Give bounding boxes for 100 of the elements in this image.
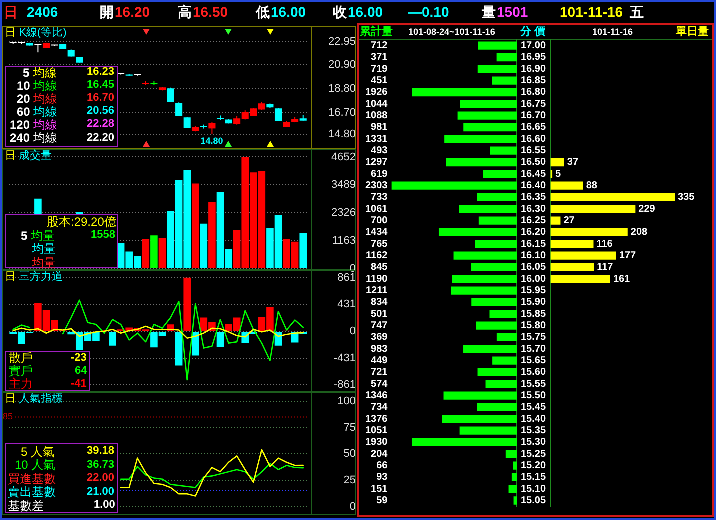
y-tick-label: 15.50 [520,390,546,402]
annotation: 16.23 [87,66,115,79]
annotation: 16.45 [87,79,115,92]
y-tick-label: 15.35 [520,426,546,437]
data-label: 834 [371,297,388,308]
data-label: 161 [613,274,631,285]
text: 五 [630,4,644,20]
data-label: 719 [371,64,388,75]
data-label: 208 [630,227,648,238]
annotation: 股本:29.20億 [47,215,116,229]
annotation: -41 [71,378,87,391]
y-tick-label: 15.75 [520,332,546,344]
y-tick-label: 16.35 [520,192,546,204]
y-tick-label: 16.15 [520,238,546,250]
data-label: 1088 [365,110,388,122]
data-label: 116 [596,238,614,250]
y-tick-label: -431 [334,352,356,364]
data-label: 721 [371,367,388,378]
y-tick-label: 50 [344,448,356,460]
text: 16.20 [115,4,150,20]
data-label: 59 [376,496,388,507]
data-label: 733 [371,192,388,204]
data-label: 1926 [365,87,388,98]
y-tick-label: 15.25 [520,448,546,460]
data-label: 151 [371,484,388,495]
y-tick-label: 22.95 [328,36,356,48]
y-tick-label: 75 [344,422,356,434]
data-label: 37 [567,157,579,168]
data-label: 1297 [365,157,388,168]
y-axis-title: 分 價 [520,26,546,38]
text: 主力 [9,377,33,392]
y-tick-label: 16.45 [520,168,546,180]
y-tick-label: 4652 [332,151,356,164]
data-label: 117 [597,262,614,274]
annotation: 均量 [32,256,56,270]
chart-title: 日 人氣指標 [5,392,64,404]
data-label: 845 [371,262,388,274]
chart-title: 單日量 [676,26,709,38]
annotation: 16.70 [87,92,115,106]
text: 10 人氣 [15,458,56,472]
data-label: 619 [371,168,388,180]
y-tick-label: 15.40 [520,414,546,425]
data-label: 493 [371,146,388,157]
annotation: 240 均線 [10,131,58,145]
y-tick-label: 15.05 [520,496,546,507]
data-label: 449 [371,356,388,367]
text: 收 [333,4,347,20]
y-tick-label: 16.85 [520,76,546,87]
text: —0.10 [408,4,450,20]
y-tick-label: 15.45 [520,402,546,414]
text: 5 人氣 [21,444,56,459]
annotation: -23 [71,352,87,365]
y-tick-label: 18.80 [328,83,356,96]
ref-line-label: 85 [3,412,14,422]
data-label: 1376 [365,414,388,425]
data-label: 1434 [365,227,388,238]
data-label: 1211 [366,286,388,297]
annotation: 36.73 [87,458,115,472]
y-tick-label: 16.95 [520,52,546,64]
data-label: 93 [376,472,388,484]
y-tick-label: 14.80 [328,128,356,141]
y-tick-label: 431 [338,298,356,311]
annotation: 120 均線 [10,118,58,132]
y-tick-label: 25 [344,474,356,486]
y-tick-label: 16.40 [520,180,546,192]
annotation: 1.00 [94,499,116,512]
annotation: 5 均線 [23,66,58,80]
y-tick-label: 16.65 [520,122,546,134]
y-tick-label: 861 [338,272,356,284]
text: 16.00 [271,4,306,20]
annotation: 1558 [91,229,116,242]
data-label: 1346 [365,390,388,402]
text: 2406 [27,4,58,20]
annotation: 基數差 [8,498,44,513]
text: 高 [178,4,192,20]
data-label: 204 [371,448,388,460]
y-tick-label: 15.60 [520,367,546,378]
annotation: 14.80 [200,136,224,147]
text: 1501 [497,4,528,20]
annotation: 22.20 [87,132,115,144]
annotation: 20 均線 [17,92,58,106]
y-tick-label: 16.70 [520,110,546,122]
y-tick-label: 15.15 [520,472,546,484]
y-tick-label: 16.05 [520,262,546,274]
data-label: 229 [638,204,656,215]
text: 16.50 [193,4,228,20]
y-tick-label: 3489 [332,179,356,192]
chart-title: 累計量 [360,26,393,38]
annotation: 20.56 [87,105,115,118]
annotation: 21.00 [87,486,115,499]
data-label: 1044 [365,98,388,110]
y-tick-label: 15.55 [520,378,546,390]
annotation: 買進基數 [8,472,56,486]
annotation: 均量 [32,242,56,256]
data-label: 66 [376,460,388,472]
y-tick-label: 15.20 [520,460,546,472]
data-label: 747 [371,320,388,332]
y-tick-label: 0 [350,500,356,513]
text: 量 [482,4,496,20]
data-label: 1190 [366,274,388,285]
